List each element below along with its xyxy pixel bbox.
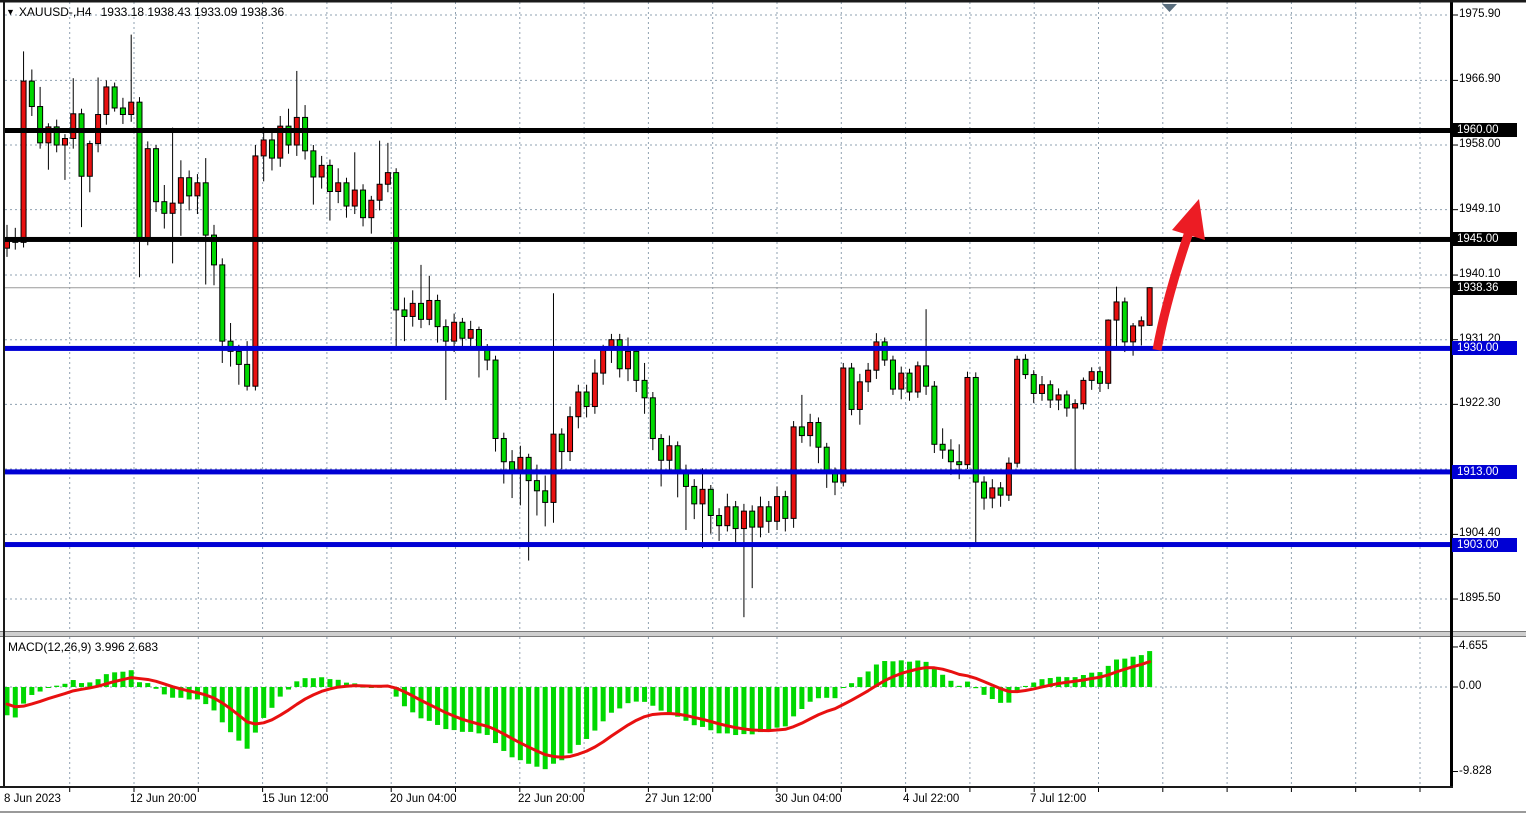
resistance-line-1945.00[interactable] xyxy=(5,236,1450,242)
price-axis-border xyxy=(1450,0,1453,788)
support-line-1903.00[interactable] xyxy=(5,542,1450,548)
chart-shift-marker-icon[interactable] xyxy=(1162,4,1177,12)
candlestick-series xyxy=(4,34,1153,618)
support-line-1930.00[interactable] xyxy=(5,345,1450,351)
macd-signal-line xyxy=(5,660,1152,759)
trend-arrow[interactable] xyxy=(1152,199,1205,351)
support-line-1913.00[interactable] xyxy=(5,469,1450,475)
resistance-line-1960.00[interactable] xyxy=(5,127,1450,133)
axis-ticks xyxy=(69,14,1458,792)
panel-splitter[interactable] xyxy=(0,631,1526,637)
